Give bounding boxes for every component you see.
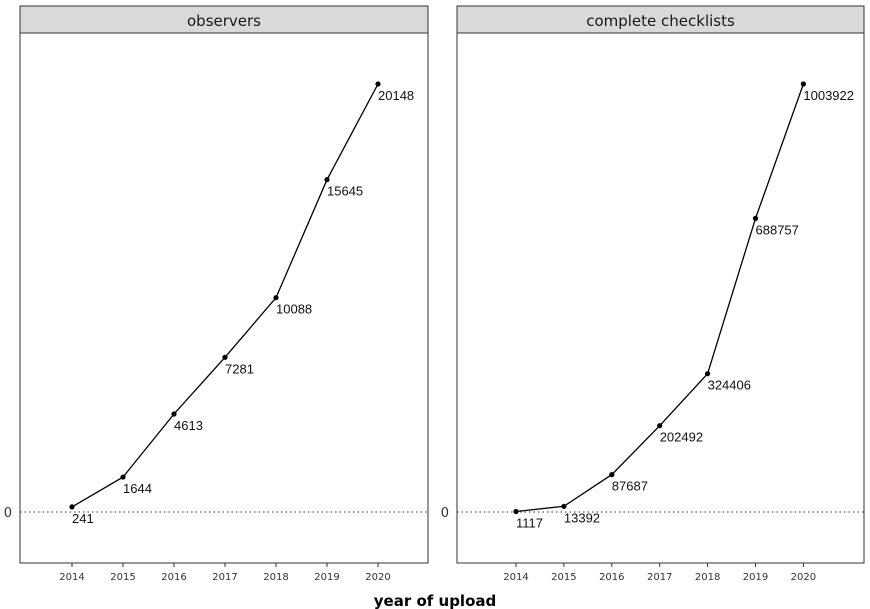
data-point xyxy=(561,503,567,509)
panel-border xyxy=(19,32,429,564)
x-tick-label: 2020 xyxy=(791,572,816,583)
x-tick-label: 2015 xyxy=(110,572,135,583)
data-point xyxy=(273,295,279,301)
data-point xyxy=(657,423,663,429)
x-axis-title: year of upload xyxy=(374,592,496,609)
panel-observers: observers 0 241 2014 1644 2015 4613 2016 7281 201… xyxy=(4,5,429,583)
data-label: 1003922 xyxy=(803,88,854,103)
data-point xyxy=(69,504,75,510)
x-tick-label: 2017 xyxy=(647,572,672,583)
data-label: 4613 xyxy=(174,418,203,433)
data-point xyxy=(222,354,228,360)
x-tick-label: 2019 xyxy=(314,572,339,583)
data-label: 15645 xyxy=(327,184,363,199)
y-tick-label: 0 xyxy=(441,506,449,521)
x-tick-label: 2020 xyxy=(365,572,390,583)
x-tick-label: 2016 xyxy=(161,572,186,583)
data-label: 10088 xyxy=(276,302,312,317)
x-tick-label: 2018 xyxy=(695,572,720,583)
panel-border xyxy=(456,32,865,564)
y-tick-label: 0 xyxy=(4,506,12,521)
series-line xyxy=(515,83,805,513)
x-tick-label: 2018 xyxy=(263,572,288,583)
x-tick-label: 2017 xyxy=(212,572,237,583)
data-label: 1117 xyxy=(516,516,543,531)
x-tick-label: 2015 xyxy=(551,572,576,583)
data-point xyxy=(609,472,615,478)
panel-strip xyxy=(456,5,865,34)
panel-complete-checklists: complete checklists 0 1117 2014 13392 2015 876… xyxy=(441,5,865,583)
x-tick-label: 2019 xyxy=(743,572,768,583)
data-label: 688757 xyxy=(756,222,799,237)
data-label: 1644 xyxy=(123,481,152,496)
data-point xyxy=(705,371,711,377)
data-point xyxy=(171,411,177,417)
data-label: 202492 xyxy=(660,430,703,445)
data-label: 20148 xyxy=(378,88,414,103)
series-line xyxy=(71,83,379,508)
data-point xyxy=(120,474,126,480)
data-point xyxy=(324,177,330,183)
x-tick-label: 2014 xyxy=(59,572,84,583)
x-tick-label: 2016 xyxy=(599,572,624,583)
panel-title: observers xyxy=(187,12,261,30)
data-point xyxy=(513,508,519,515)
data-label: 7281 xyxy=(225,361,254,376)
data-point xyxy=(752,215,759,221)
panel-strip xyxy=(19,5,429,34)
data-label: 87687 xyxy=(612,479,648,494)
x-tick-label: 2014 xyxy=(503,572,528,583)
data-point xyxy=(375,81,381,87)
panel-title: complete checklists xyxy=(586,12,735,30)
data-point xyxy=(800,81,807,87)
data-label: 324406 xyxy=(708,378,751,393)
data-label: 13392 xyxy=(564,510,600,525)
data-label: 241 xyxy=(72,511,94,526)
